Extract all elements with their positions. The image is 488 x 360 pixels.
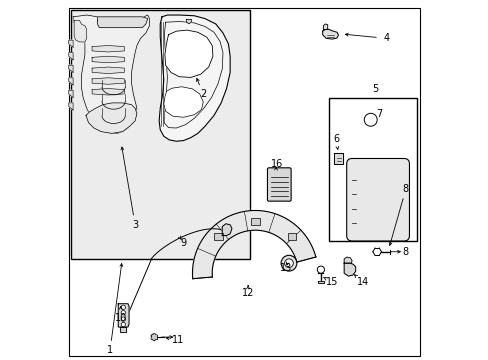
Text: 16: 16 xyxy=(270,159,283,169)
Text: 5: 5 xyxy=(371,84,378,94)
FancyBboxPatch shape xyxy=(287,233,296,240)
Polygon shape xyxy=(97,17,147,28)
Text: 14: 14 xyxy=(356,277,368,287)
Text: 11: 11 xyxy=(172,334,184,345)
Polygon shape xyxy=(86,103,137,134)
Circle shape xyxy=(121,311,125,315)
Polygon shape xyxy=(151,335,154,339)
FancyBboxPatch shape xyxy=(70,10,249,259)
Polygon shape xyxy=(333,153,343,164)
Text: 8: 8 xyxy=(402,184,408,194)
Polygon shape xyxy=(164,30,212,77)
Polygon shape xyxy=(69,53,73,60)
Polygon shape xyxy=(159,15,230,141)
Polygon shape xyxy=(154,333,157,337)
Polygon shape xyxy=(120,327,126,332)
Circle shape xyxy=(121,322,125,327)
Text: 6: 6 xyxy=(332,134,338,144)
Text: 9: 9 xyxy=(180,238,186,248)
Circle shape xyxy=(317,266,324,273)
Polygon shape xyxy=(92,45,124,52)
FancyBboxPatch shape xyxy=(267,168,290,201)
Polygon shape xyxy=(186,19,191,24)
FancyBboxPatch shape xyxy=(346,158,408,241)
Circle shape xyxy=(281,255,296,271)
Circle shape xyxy=(121,317,125,321)
Polygon shape xyxy=(74,21,86,42)
Text: 1: 1 xyxy=(107,345,113,355)
Polygon shape xyxy=(151,333,154,337)
Text: 12: 12 xyxy=(242,288,254,298)
Text: 8: 8 xyxy=(402,247,408,257)
Polygon shape xyxy=(317,281,324,283)
Polygon shape xyxy=(192,211,315,279)
Polygon shape xyxy=(118,304,129,327)
Circle shape xyxy=(364,113,376,126)
Polygon shape xyxy=(69,40,73,47)
Polygon shape xyxy=(73,15,149,134)
Text: 13: 13 xyxy=(279,263,291,273)
Polygon shape xyxy=(69,103,73,110)
Text: 3: 3 xyxy=(132,220,138,230)
Polygon shape xyxy=(154,337,157,341)
Polygon shape xyxy=(323,24,327,30)
FancyBboxPatch shape xyxy=(214,233,223,240)
Text: 2: 2 xyxy=(200,89,206,99)
Polygon shape xyxy=(344,257,351,263)
Polygon shape xyxy=(69,90,73,98)
Polygon shape xyxy=(344,263,355,276)
FancyBboxPatch shape xyxy=(250,218,259,225)
Polygon shape xyxy=(92,89,124,95)
Polygon shape xyxy=(163,87,203,117)
Polygon shape xyxy=(92,78,124,84)
Polygon shape xyxy=(154,335,157,339)
FancyBboxPatch shape xyxy=(328,98,416,241)
Polygon shape xyxy=(92,56,124,63)
FancyBboxPatch shape xyxy=(69,8,419,356)
Circle shape xyxy=(121,305,125,310)
Circle shape xyxy=(284,259,293,267)
Polygon shape xyxy=(222,224,231,235)
Polygon shape xyxy=(69,65,73,72)
Polygon shape xyxy=(92,67,124,73)
Text: 7: 7 xyxy=(375,109,381,119)
Text: 15: 15 xyxy=(325,277,338,287)
Text: 10: 10 xyxy=(114,313,127,323)
Polygon shape xyxy=(151,337,154,341)
Text: 4: 4 xyxy=(382,33,388,43)
Polygon shape xyxy=(69,78,73,85)
Polygon shape xyxy=(322,30,338,39)
